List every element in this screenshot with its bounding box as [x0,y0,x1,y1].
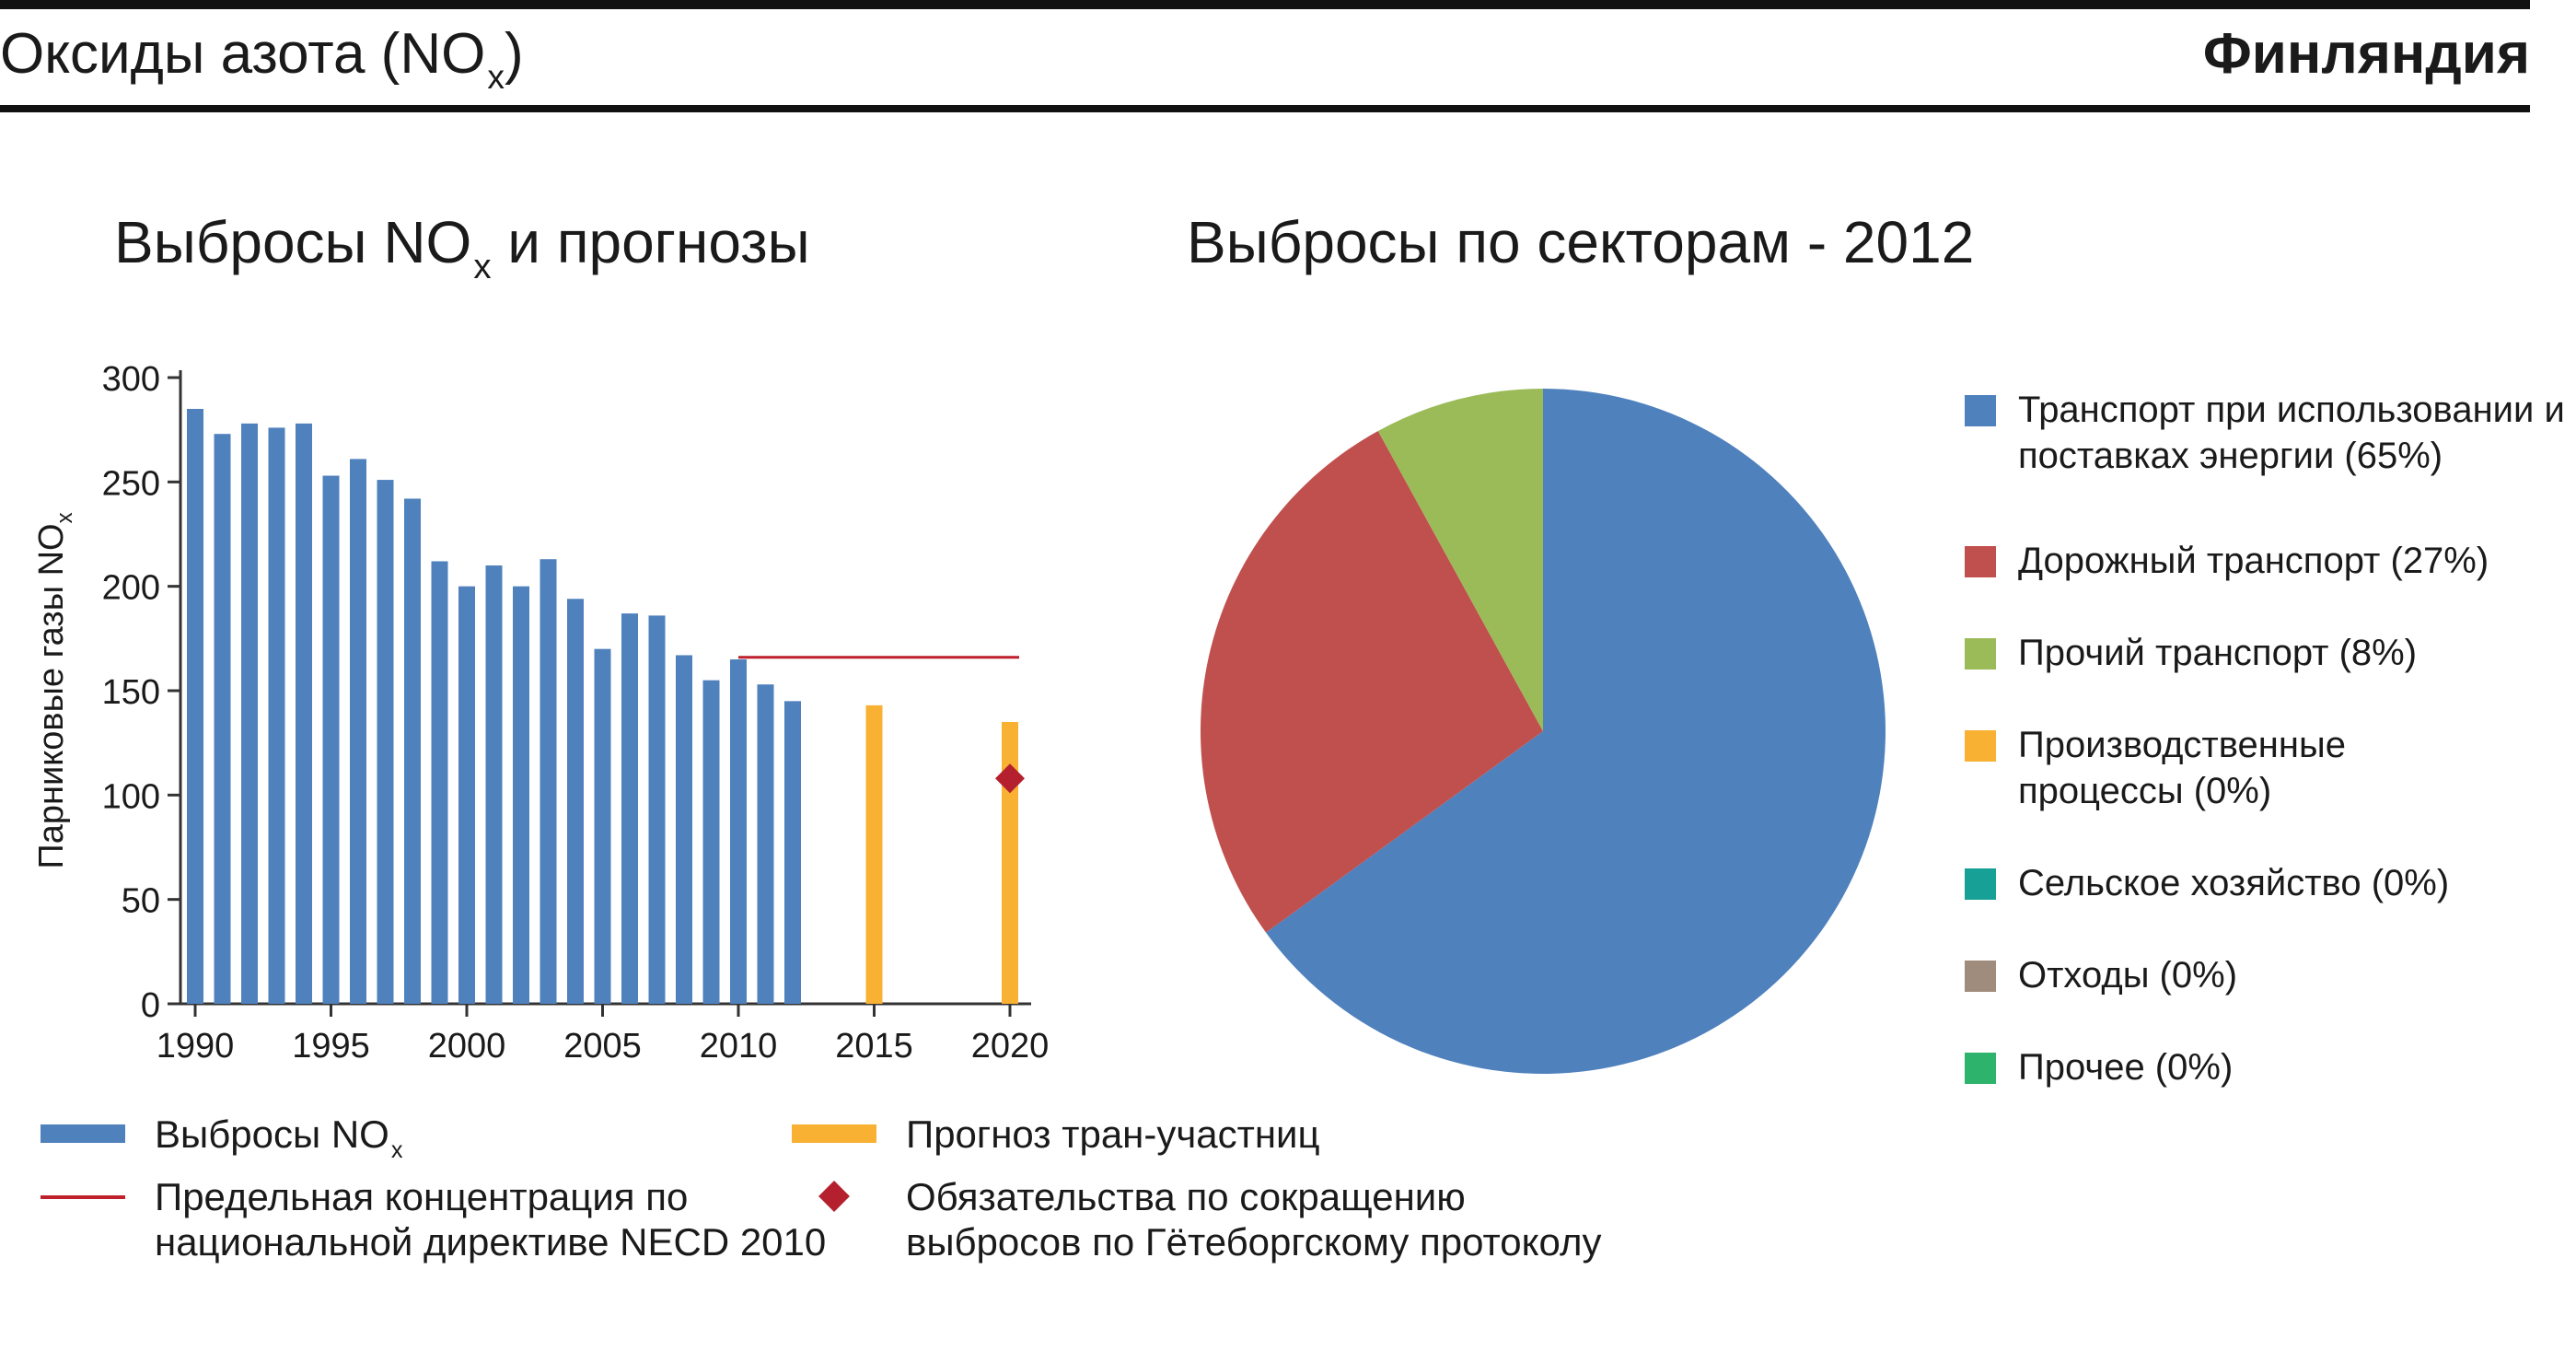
pie-legend-item: Производственные процессы (0%) [1965,722,2570,814]
y-tick-label: 300 [102,360,160,399]
top-rule [0,0,2530,9]
pie-slice [1266,389,1886,1074]
pie-chart-title: Выбросы по секторам - 2012 [1187,209,1975,275]
emission-bar [676,655,692,1004]
bar-chart: Парниковые газы NOx 0 50 100 150 200 250 300 19… [32,360,1050,1066]
bar-chart-title-subscript: x [473,247,492,287]
x-tick-label: 2005 [563,1027,642,1066]
x-tick-label: 2020 [971,1027,1050,1066]
pie-legend-label: Отходы (0%) [2018,955,2238,996]
legend-swatch-emissions [41,1124,125,1143]
page-title: Оксиды азота (NOx) [0,13,524,118]
emission-bar [458,586,475,1004]
legend-swatch-projection [792,1124,876,1143]
pie-legend-label: Производственные процессы (0%) [2018,725,2346,811]
pie-legend-label: Прочий транспорт (8%) [2018,633,2418,673]
legend-label-projection: Прогноз тран-участниц [906,1112,1320,1156]
legend-label-emissions-subscript: x [390,1137,403,1164]
emission-bar [567,599,584,1004]
legend-item-commitment: Обязательства по сокращению выбросов по … [792,1174,1601,1264]
pie-legend-swatch [1965,395,1996,426]
legend-label-commitment: Обязательства по сокращению выбросов по … [906,1175,1602,1264]
emission-bar [431,561,448,1004]
bar-marks [187,409,1025,1004]
y-tick-label: 200 [102,569,160,608]
emission-bar [757,684,774,1004]
emission-bar [214,434,231,1004]
pie-legend-swatch [1965,868,1996,900]
pie-legend-swatch [1965,638,1996,670]
emission-bar [784,701,801,1004]
pie-legend-label: Транспорт при использовании и поставках … [2018,390,2565,476]
y-axis-label-text: Парниковые газы NOx [32,512,77,868]
legend-label-emissions-text: Выбросы NO [155,1112,389,1156]
bar-chart-title-text: Выбросы NO [114,209,472,275]
emission-bar [648,615,666,1004]
legend-item-limit: Предельная концентрация по национальной … [41,1174,826,1264]
bar-legend: Выбросы NOx Прогноз тран-участниц Предел… [0,1101,1657,1285]
emission-bar [621,613,638,1004]
page-title-suffix: ) [504,22,524,86]
pie-legend-item: Отходы (0%) [1965,952,2570,998]
emission-bar [268,427,285,1004]
y-tick-label: 150 [102,673,160,712]
gothenburg-commitment-point [995,763,1025,794]
emission-bar [377,480,394,1004]
emission-bar [322,475,340,1004]
pie-legend-label: Прочее (0%) [2018,1047,2234,1088]
axes: 0 50 100 150 200 250 300 1990 1995 2000 2005 2010 20… [102,360,1050,1066]
pie-legend-label: Сельское хозяйство (0%) [2018,863,2450,903]
page-title-text: Оксиды азота (NO [0,22,486,86]
y-tick-label: 250 [102,464,160,503]
pie-legend-swatch [1965,730,1996,762]
page-title-subscript: x [487,56,505,96]
legend-item-projection: Прогноз тран-участниц [792,1112,1320,1157]
pie-chart [1201,389,1886,1074]
emission-bar [350,459,366,1004]
emission-bar [540,559,557,1004]
emission-bar [702,680,720,1004]
projection-bar [865,705,883,1004]
emission-bar [187,409,203,1004]
y-tick-label: 50 [122,882,160,921]
x-tick-label: 2015 [835,1027,913,1066]
pie-legend-label: Дорожный транспорт (27%) [2018,541,2489,581]
emission-bar [730,659,747,1004]
legend-swatch-commitment [818,1181,850,1212]
legend-label-emissions: Выбросы NOx [155,1112,402,1173]
country-name: Финляндия [2202,22,2530,86]
y-axis-label: Парниковые газы NOx [32,512,77,868]
pie-slice [1201,431,1543,933]
y-tick-label: 0 [141,986,160,1025]
emission-bar [241,423,258,1004]
emission-bar [404,498,421,1004]
pie-legend-item: Транспорт при использовании и поставках … [1965,387,2570,479]
pie-legend-item: Прочее (0%) [1965,1044,2570,1090]
projection-bar [1002,722,1018,1004]
x-tick-label: 2010 [700,1027,778,1066]
pie-legend-item: Прочий транспорт (8%) [1965,630,2570,676]
pie-legend-swatch [1965,961,1996,992]
emission-bar [485,565,503,1004]
x-tick-label: 1990 [157,1027,235,1066]
pie-legend-item: Сельское хозяйство (0%) [1965,860,2570,906]
x-tick-label: 1995 [292,1027,370,1066]
pie-slice [1377,389,1543,731]
pie-legend-swatch [1965,546,1996,577]
pie-legend-swatch [1965,1053,1996,1084]
emission-bar [296,423,312,1004]
bar-chart-title-suffix: и прогнозы [491,209,810,275]
legend-item-emissions: Выбросы NOx [41,1112,402,1173]
emission-bar [594,648,611,1004]
emission-bar [513,586,529,1004]
y-tick-label: 100 [102,777,160,816]
x-tick-label: 2000 [428,1027,506,1066]
legend-label-limit: Предельная концентрация по национальной … [155,1175,827,1264]
legend-swatch-limit [41,1195,125,1199]
header-rule [0,105,2530,112]
pie-legend-item: Дорожный транспорт (27%) [1965,538,2570,584]
bar-chart-title: Выбросы NOx и прогнозы [114,201,810,309]
